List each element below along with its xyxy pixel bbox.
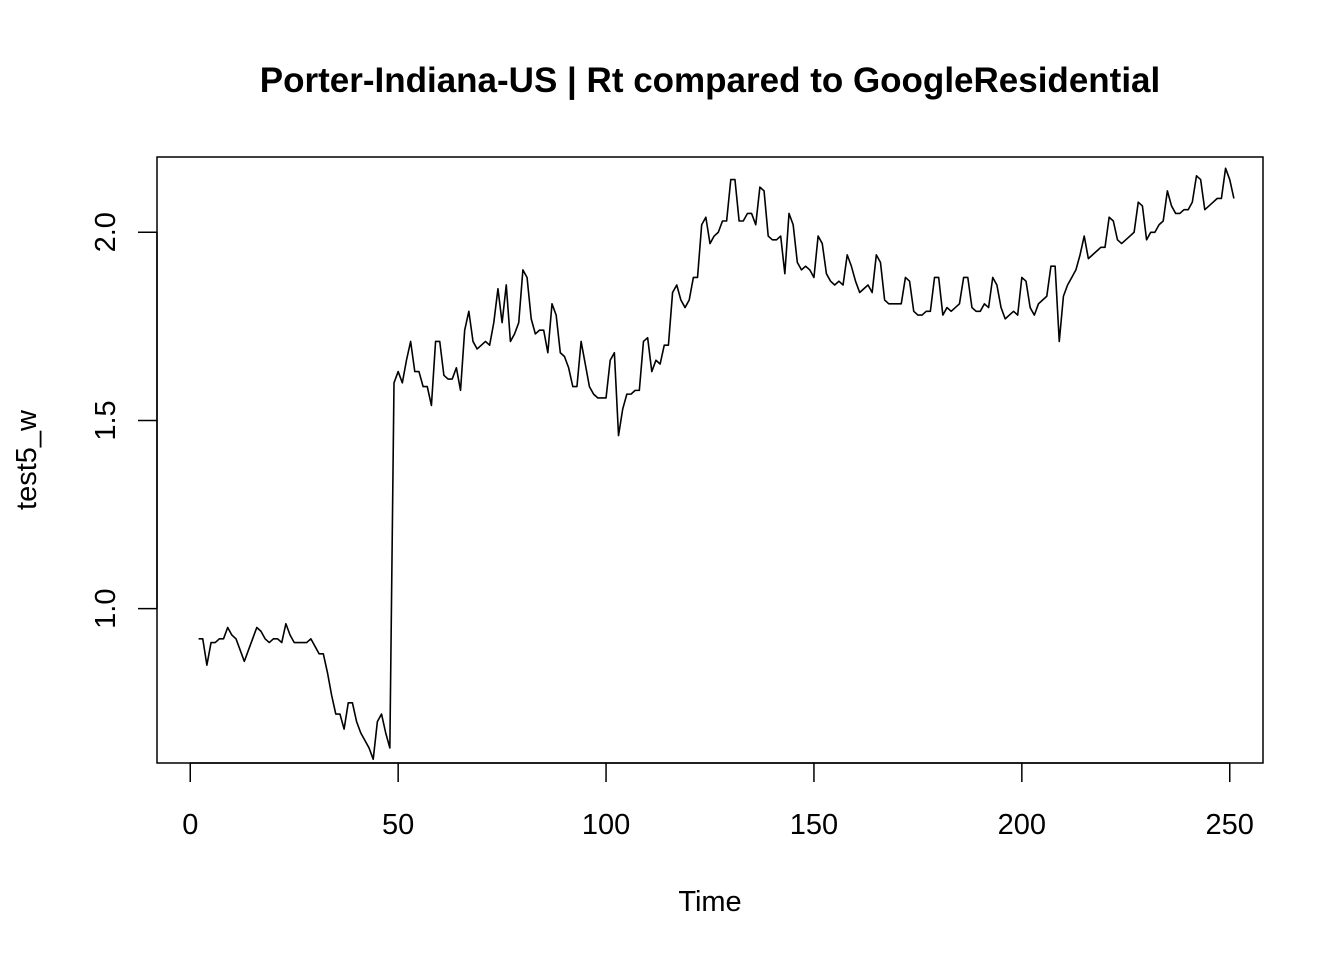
x-tick-label: 100 [582,809,630,841]
y-axis: 1.0 1.5 2.0 [90,212,158,629]
y-axis-label: test5_w [11,409,43,510]
x-axis-label: Time [678,886,741,918]
x-tick-label: 150 [790,809,838,841]
y-tick-label: 2.0 [90,212,122,252]
chart-title: Porter-Indiana-US | Rt compared to Googl… [260,61,1160,100]
series-line [198,167,1235,761]
y-tick-label: 1.5 [90,400,122,440]
x-tick-label: 0 [182,809,198,841]
x-tick-label: 250 [1206,809,1254,841]
x-tick-label: 50 [382,809,414,841]
plot-frame [156,156,1264,764]
y-tick-label: 1.0 [90,589,122,629]
x-tick-label: 200 [998,809,1046,841]
x-axis: 0 50 100 150 200 250 [182,762,1254,841]
